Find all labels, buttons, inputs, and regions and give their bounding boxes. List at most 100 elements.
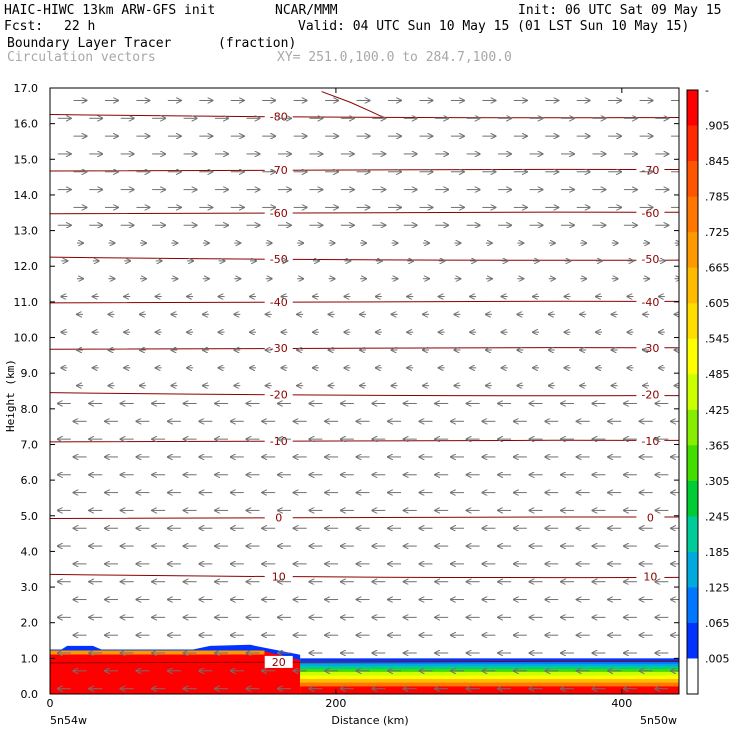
contour-label-bg [264,570,293,583]
contour-label: 20 [272,656,286,669]
contour-label-bg [264,511,293,524]
x-tick-label: 0 [47,697,54,710]
contour-label-bg [264,655,293,668]
contour-label: -20 [641,389,659,402]
colorbar-swatch [687,622,698,659]
colorbar-swatch [687,409,698,446]
colorbar-swatch [687,232,698,269]
contour-label-bg [636,511,665,524]
contour-label-bg [636,295,665,308]
temperature-contour [50,168,679,172]
contour-label-bg [264,110,293,123]
contour-label-bg [264,342,293,355]
y-tick-label: 13.0 [14,225,39,238]
plot-frame [49,87,680,695]
colorbar-label: .065 [705,617,730,630]
temperature-contour [50,211,679,215]
y-tick-label: 6.0 [21,474,39,487]
y-tick-label: 15.0 [14,153,39,166]
temperature-contour [50,256,679,261]
colorbar-label: .365 [705,439,730,452]
colorbar-label: .125 [705,581,730,594]
contour-label: -40 [641,296,659,309]
contour-label: -60 [270,207,288,220]
vector-label: Circulation vectors [7,50,156,65]
tracer-layer-east-core [300,686,679,694]
temperature-contour-top [321,91,382,117]
x-tick-label: 200 [325,697,346,710]
contour-label: -70 [641,164,659,177]
colorbar-label: .845 [705,155,730,168]
y-tick-label: 2.0 [21,617,39,630]
temperature-contour [50,573,679,579]
contour-label: -10 [641,435,659,448]
y-tick-label: 7.0 [21,438,39,451]
temperature-contour [50,439,679,443]
contour-label: -40 [270,296,288,309]
temperature-contour [50,347,679,350]
colorbar-label: .005 [705,652,730,665]
temperature-contour [50,660,679,664]
colorbar-swatch [687,374,698,411]
y-tick-label: 11.0 [14,296,39,309]
colorbar-swatch [687,551,698,588]
init-time: Init: 06 UTC Sat 09 May 15 [518,3,722,18]
colorbar-label: .905 [705,120,730,133]
y-tick-label: 10.0 [14,332,39,345]
contour-label-bg [636,206,665,219]
field-units: (fraction) [218,36,297,51]
valid-time: Valid: 04 UTC Sun 10 May 15 (01 LST Sun … [298,19,690,34]
x-end-location: 5n50w [640,714,677,727]
temperature-contour [50,516,679,520]
contour-label-bg [264,388,293,401]
contour-label: -80 [270,111,288,124]
tracer-layer-west [50,651,301,694]
temperature-contour [50,392,679,397]
forecast-label: Fcst: [4,19,44,34]
y-tick-label: 0.0 [21,688,39,701]
colorbar-label: .605 [705,297,730,310]
colorbar-swatch [687,338,698,375]
contour-label: -50 [270,253,288,266]
colorbar-label: .425 [705,404,730,417]
contour-label-bg [636,388,665,401]
y-tick-label: 9.0 [21,367,39,380]
colorbar-label: .185 [705,546,730,559]
colorbar-swatch [687,480,698,517]
contour-label: -20 [270,389,288,402]
colorbar-label: .785 [705,191,730,204]
y-tick-label: 1.0 [21,652,39,665]
colorbar-label: .485 [705,368,730,381]
y-tick-label: 14.0 [14,189,39,202]
org-label: NCAR/MMM [275,3,338,18]
y-tick-label: 5.0 [21,510,39,523]
model-title: HAIC-HIWC 13km ARW-GFS init [4,3,216,18]
colorbar-swatch [687,125,698,162]
contour-label: -60 [641,207,659,220]
y-tick-label: 16.0 [14,118,39,131]
colorbar-swatch [687,267,698,304]
contour-label: -70 [270,164,288,177]
contour-label: -50 [641,253,659,266]
x-axis-title: Distance (km) [331,714,408,727]
colorbar-label: .725 [705,226,730,239]
contour-label: 0 [647,512,654,525]
colorbar-label: .545 [705,333,730,346]
colorbar-swatch [687,90,698,127]
colorbar-swatch [687,516,698,553]
colorbar-swatch [687,658,698,695]
temperature-contour [50,114,679,119]
contour-label: 10 [643,570,657,583]
colorbar-label: .305 [705,475,730,488]
colorbar-swatch [687,445,698,482]
x-start-location: 5n54w [50,714,87,727]
y-tick-label: 8.0 [21,403,39,416]
colorbar-swatch [687,196,698,233]
colorbar-frame [686,89,699,695]
y-tick-label: 3.0 [21,581,39,594]
cross-section-endpoints: XY= 251.0,100.0 to 284.7,100.0 [277,50,512,65]
contour-label: 0 [275,512,282,525]
colorbar-label: - [705,84,709,97]
temperature-contour [50,300,679,304]
